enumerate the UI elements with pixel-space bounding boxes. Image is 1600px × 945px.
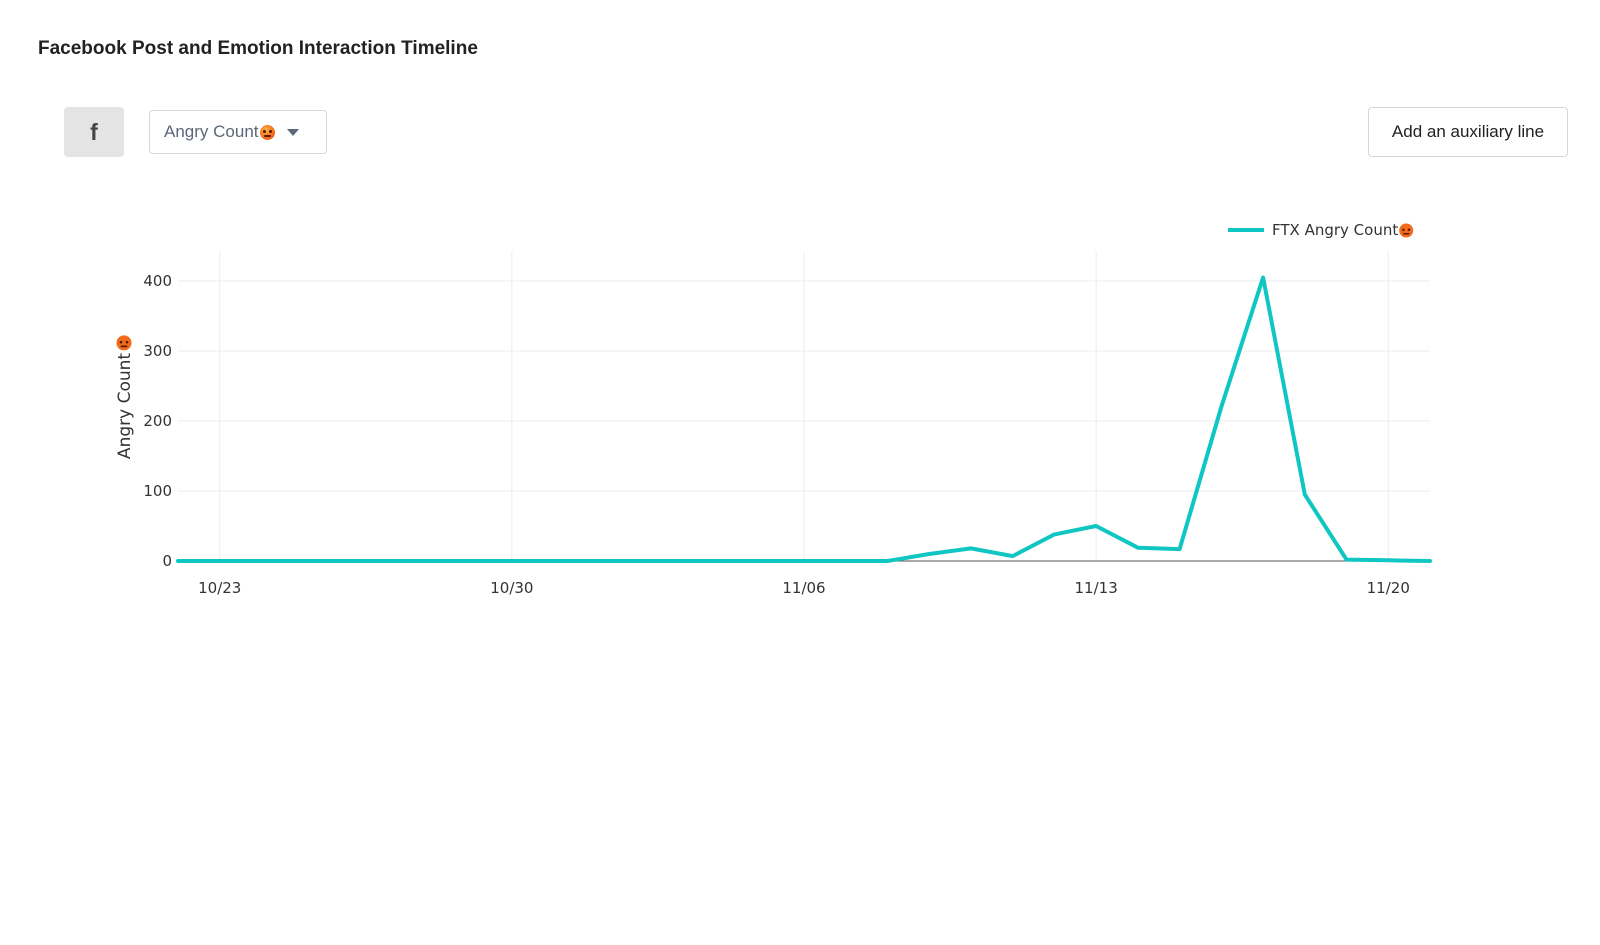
- data-point[interactable]: [422, 555, 434, 567]
- data-point[interactable]: [1341, 554, 1353, 566]
- data-point[interactable]: [673, 555, 685, 567]
- angry-face-icon: [116, 335, 132, 351]
- data-point[interactable]: [464, 555, 476, 567]
- angry-face-icon: [259, 124, 275, 140]
- data-point[interactable]: [172, 555, 184, 567]
- chart-axes: 0 100 200 300 400 10/23 10/30 11/06 11/13 11/20: [143, 272, 1430, 597]
- y-axis-title: Angry Count: [115, 353, 135, 459]
- facebook-platform-button[interactable]: f: [64, 107, 124, 157]
- x-tick-label: 10/30: [490, 579, 533, 597]
- data-point[interactable]: [798, 555, 810, 567]
- data-point[interactable]: [506, 555, 518, 567]
- chart-legend[interactable]: FTX Angry Count: [1228, 221, 1414, 239]
- line-chart: 0 100 200 300 400 10/23 10/30 11/06 11/13 11/20 F…: [115, 221, 1436, 597]
- data-point[interactable]: [1174, 543, 1186, 555]
- data-point[interactable]: [965, 542, 977, 554]
- chart-grid: [178, 252, 1430, 561]
- chart-series: [172, 272, 1436, 567]
- chevron-down-icon: [286, 128, 299, 136]
- x-tick-label: 11/13: [1075, 579, 1118, 597]
- data-point[interactable]: [631, 555, 643, 567]
- angry-face-icon: [1399, 223, 1414, 238]
- data-point[interactable]: [840, 555, 852, 567]
- y-tick-label: 300: [143, 342, 172, 360]
- facebook-icon: f: [90, 118, 98, 145]
- data-point[interactable]: [1132, 542, 1144, 554]
- data-point[interactable]: [548, 555, 560, 567]
- data-point[interactable]: [715, 555, 727, 567]
- legend-label[interactable]: FTX Angry Count: [1272, 221, 1398, 239]
- data-point[interactable]: [881, 555, 893, 567]
- page-title: Facebook Post and Emotion Interaction Ti…: [38, 38, 478, 59]
- y-tick-label: 100: [143, 482, 172, 500]
- x-tick-label: 11/20: [1367, 579, 1410, 597]
- data-point[interactable]: [214, 555, 226, 567]
- data-point[interactable]: [381, 555, 393, 567]
- add-auxiliary-line-button[interactable]: Add an auxiliary line: [1368, 107, 1568, 157]
- metric-select-dropdown[interactable]: Angry Count: [149, 110, 327, 154]
- data-point[interactable]: [923, 548, 935, 560]
- y-tick-label: 400: [143, 272, 172, 290]
- y-tick-label: 200: [143, 412, 172, 430]
- data-point[interactable]: [297, 555, 309, 567]
- metric-select-label: Angry Count: [164, 122, 259, 141]
- data-point[interactable]: [339, 555, 351, 567]
- data-point[interactable]: [1048, 528, 1060, 540]
- data-point[interactable]: [1257, 272, 1269, 284]
- data-point[interactable]: [1007, 550, 1019, 562]
- data-point[interactable]: [1424, 555, 1436, 567]
- series-line-ftx-angry-count: [176, 275, 1432, 563]
- data-point[interactable]: [1215, 401, 1227, 413]
- data-point[interactable]: [255, 555, 267, 567]
- x-tick-label: 10/23: [198, 579, 241, 597]
- data-point[interactable]: [756, 555, 768, 567]
- data-point[interactable]: [1299, 489, 1311, 501]
- y-axis-title-group: Angry Count: [115, 335, 135, 459]
- y-tick-label: 0: [162, 552, 172, 570]
- x-tick-label: 11/06: [782, 579, 825, 597]
- data-point[interactable]: [1090, 520, 1102, 532]
- data-point[interactable]: [589, 555, 601, 567]
- data-point[interactable]: [1382, 554, 1394, 566]
